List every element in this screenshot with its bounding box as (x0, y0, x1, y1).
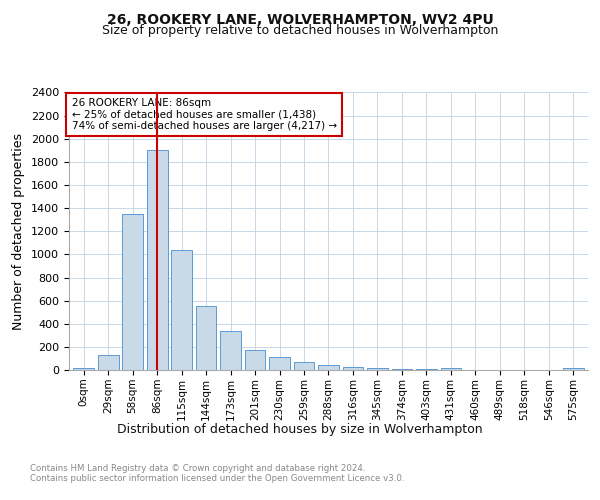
Text: Size of property relative to detached houses in Wolverhampton: Size of property relative to detached ho… (102, 24, 498, 37)
Bar (563, 368, 584, 370)
Bar (269, 358, 290, 370)
Bar (293, 362, 314, 370)
Bar (171, 250, 192, 370)
Text: Distribution of detached houses by size in Wolverhampton: Distribution of detached houses by size … (117, 422, 483, 436)
Bar (73, 368, 94, 370)
Bar (440, 368, 461, 370)
Text: 26 ROOKERY LANE: 86sqm
← 25% of detached houses are smaller (1,438)
74% of semi-: 26 ROOKERY LANE: 86sqm ← 25% of detached… (71, 98, 337, 131)
Bar (318, 366, 339, 370)
Text: Contains HM Land Registry data © Crown copyright and database right 2024.: Contains HM Land Registry data © Crown c… (30, 464, 365, 473)
Text: Contains public sector information licensed under the Open Government Licence v3: Contains public sector information licen… (30, 474, 404, 483)
Bar (220, 330, 241, 370)
Bar (245, 350, 265, 370)
Bar (343, 366, 364, 370)
Bar (147, 150, 167, 370)
Text: 26, ROOKERY LANE, WOLVERHAMPTON, WV2 4PU: 26, ROOKERY LANE, WOLVERHAMPTON, WV2 4PU (107, 12, 493, 26)
Bar (98, 355, 119, 370)
Y-axis label: Number of detached properties: Number of detached properties (13, 132, 25, 330)
Bar (122, 214, 143, 370)
Bar (367, 368, 388, 370)
Bar (392, 369, 412, 370)
Bar (196, 306, 217, 370)
